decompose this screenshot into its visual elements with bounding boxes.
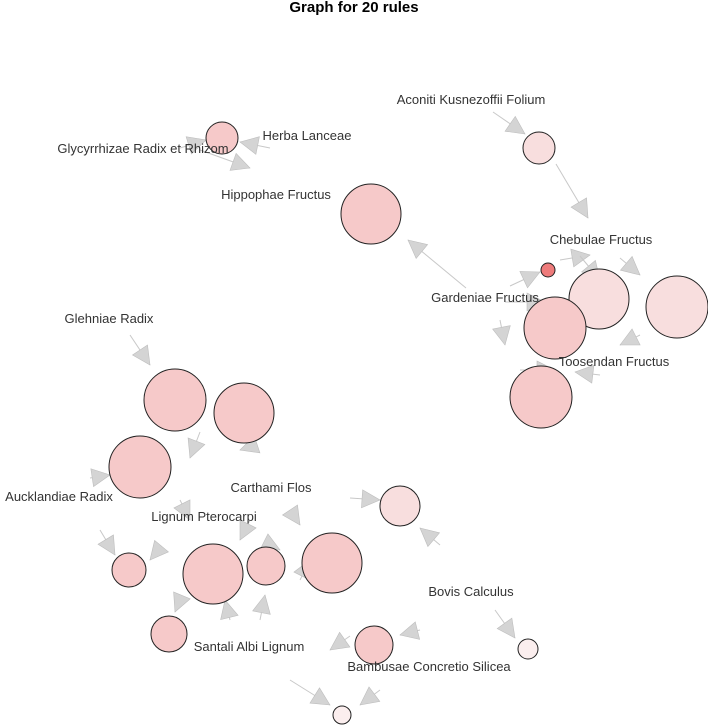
edge-arrow-8 <box>570 248 591 268</box>
edge-arrow-3 <box>407 239 429 259</box>
labels-layer: Aconiti Kusnezoffii Folium Herba Lanceae… <box>5 92 670 674</box>
label-herba: Herba Lanceae <box>263 128 352 143</box>
edge-arrow-13 <box>492 325 511 346</box>
label-hippophae: Hippophae Fructus <box>221 187 331 202</box>
rule-node-2 <box>522 131 556 165</box>
edge-arrow-30 <box>173 591 191 613</box>
edge-arrow-23 <box>281 504 301 526</box>
edges-layer <box>89 111 641 706</box>
edge-arrow-33 <box>309 687 331 706</box>
edge-arrow-14 <box>574 364 595 384</box>
edge-arrow-21 <box>149 539 170 561</box>
edge-arrow-26 <box>239 519 257 541</box>
rule-node-1 <box>205 121 239 155</box>
edge-arrow-24 <box>361 489 381 509</box>
label-bovis: Bovis Calculus <box>428 584 514 599</box>
label-lignum: Lignum Pterocarpi <box>151 509 257 524</box>
rule-node-14 <box>182 543 244 605</box>
rule-node-12 <box>379 485 421 527</box>
rule-node-7 <box>523 296 587 360</box>
graph-title: Graph for 20 rules <box>289 0 418 16</box>
edge-arrow-4 <box>185 136 207 155</box>
edge-arrow-34 <box>359 686 381 706</box>
edge-arrow-25 <box>419 527 441 548</box>
rule-node-8 <box>509 365 573 429</box>
rule-node-4 <box>540 262 556 278</box>
edge-arrow-19 <box>90 468 111 488</box>
label-chebulae: Chebulae Fructus <box>550 232 653 247</box>
label-bambusae: Bambusae Concretio Silicea <box>347 659 511 674</box>
rule-node-13 <box>111 552 147 588</box>
edge-arrow-2 <box>570 197 589 219</box>
edge-arrow-5 <box>229 152 251 171</box>
edge-arrow-32 <box>496 617 516 639</box>
rule-node-9 <box>143 368 207 432</box>
label-aconiti: Aconiti Kusnezoffii Folium <box>397 92 546 107</box>
rule-node-11 <box>108 435 172 499</box>
edge-arrow-10 <box>619 255 641 276</box>
label-toosendan: Toosendan Fructus <box>559 354 670 369</box>
rule-node-10 <box>213 382 275 444</box>
rule-node-3 <box>340 183 402 245</box>
edge-arrow-17 <box>187 437 206 459</box>
edge-arrow-28 <box>220 599 239 621</box>
label-carthami: Carthami Flos <box>231 480 312 495</box>
label-glycyrrhizae: Glycyrrhizae Radix et Rhizom <box>57 141 228 156</box>
edge-arrow-20 <box>97 534 116 556</box>
label-glehniae: Glehniae Radix <box>65 311 154 326</box>
edge-arrow-22 <box>173 499 191 521</box>
rule-node-17 <box>150 615 188 653</box>
edge-arrow-7 <box>519 271 541 289</box>
rule-node-5 <box>568 268 630 330</box>
rule-node-20 <box>332 705 352 725</box>
edge-arrow-35 <box>329 631 351 651</box>
edge-arrow-1 <box>504 115 526 135</box>
edge-arrow-16 <box>131 344 151 366</box>
rule-node-16 <box>301 532 363 594</box>
rule-node-6 <box>645 275 708 339</box>
label-aucklandiae: Aucklandiae Radix <box>5 489 113 504</box>
rule-node-15 <box>246 546 286 586</box>
nodes-layer <box>108 121 708 725</box>
rule-node-19 <box>517 638 539 660</box>
label-gardeniae: Gardeniae Fructus <box>431 290 539 305</box>
edge-arrow-6 <box>239 136 260 155</box>
edge-arrow-31 <box>399 621 421 640</box>
edge-arrow-29 <box>252 594 271 615</box>
rule-node-18 <box>354 625 394 665</box>
label-santali: Santali Albi Lignum <box>194 639 305 654</box>
edge-arrow-12 <box>619 328 641 346</box>
